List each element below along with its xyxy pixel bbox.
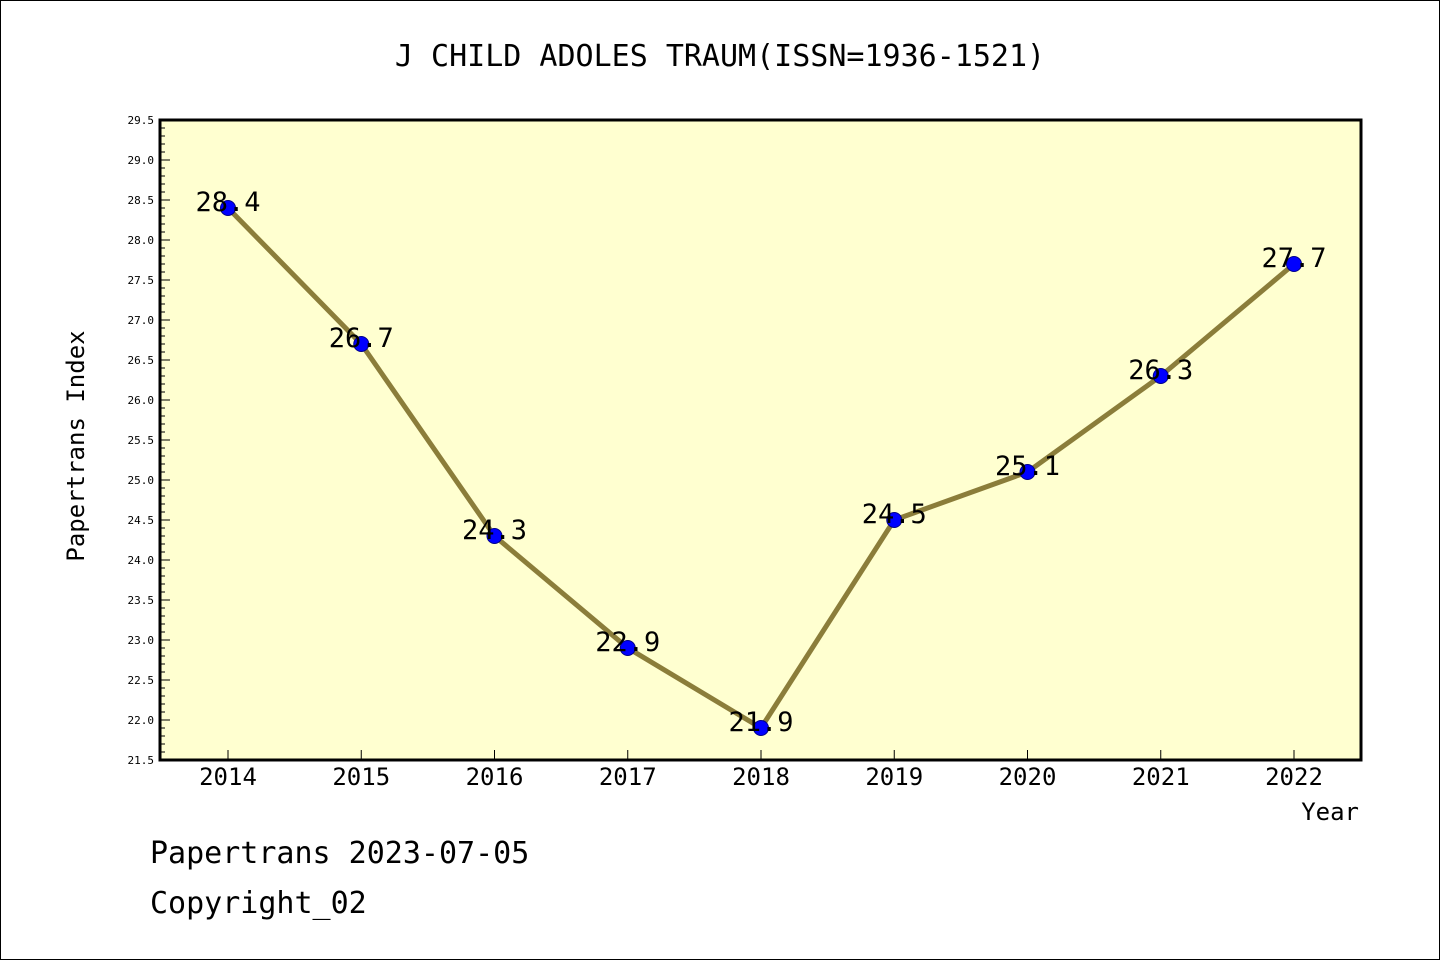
- y-tick-label: 23.0: [128, 634, 155, 647]
- data-label: 28.4: [195, 187, 260, 218]
- y-tick-label: 28.0: [128, 234, 155, 247]
- data-point: [1286, 256, 1302, 272]
- data-point: [619, 640, 636, 656]
- x-tick-label: 2018: [732, 763, 790, 791]
- y-tick-label: 24.0: [128, 554, 155, 567]
- y-tick-label: 25.5: [128, 434, 155, 447]
- x-tick-label: 2014: [199, 763, 257, 791]
- footer-date: Papertrans 2023-07-05: [150, 836, 530, 871]
- y-tick-label: 24.5: [128, 514, 155, 527]
- data-point: [220, 200, 236, 216]
- footer-copyright: Copyright_02: [150, 886, 367, 921]
- y-tick-label: 25.0: [128, 474, 155, 487]
- x-tick-label: 2015: [332, 763, 390, 791]
- x-tick-label: 2017: [599, 763, 657, 791]
- y-tick-label: 27.0: [128, 314, 155, 327]
- y-tick-label: 26.5: [128, 354, 155, 367]
- y-tick-label: 21.5: [128, 754, 155, 767]
- chart-title: J CHILD ADOLES TRAUM(ISSN=1936-1521): [395, 39, 1045, 74]
- data-label: 22.9: [595, 627, 660, 658]
- y-tick-label: 29.5: [128, 114, 155, 127]
- x-tick-label: 2020: [999, 763, 1057, 791]
- data-label-group: 28.4 26.7 24.3 22.9 21.9 24.5 25.1 26.3 27.7: [195, 187, 1326, 738]
- plot-area: [158, 118, 1363, 762]
- x-tick-label: 2016: [466, 763, 524, 791]
- y-axis-ticks: 21.5 22.0 22.5 23.0 23.5 24.0 24.5 25.0 25.5 26.0…: [128, 114, 170, 767]
- x-tick-label: 2022: [1265, 763, 1323, 791]
- series-line-group: [220, 200, 1302, 736]
- x-axis-ticks: 2014 2015 2016 2017 2018 2019 2020 2021 2022: [199, 750, 1323, 791]
- data-label: 26.3: [1128, 355, 1193, 386]
- y-tick-label: 22.5: [128, 674, 155, 687]
- data-point: [353, 336, 370, 352]
- data-label: 24.5: [862, 499, 927, 530]
- x-tick-label: 2019: [865, 763, 923, 791]
- data-label: 21.9: [728, 707, 793, 738]
- data-label: 26.7: [329, 323, 394, 354]
- data-point: [1152, 368, 1169, 384]
- y-tick-label: 28.5: [128, 194, 155, 207]
- y-tick-label: 27.5: [128, 274, 155, 287]
- x-tick-label: 2021: [1132, 763, 1190, 791]
- y-tick-label: 29.0: [128, 154, 155, 167]
- y-tick-label: 23.5: [128, 594, 155, 607]
- data-point: [486, 528, 503, 544]
- x-axis-label: Year: [1301, 798, 1359, 826]
- y-axis-label: Papertrans Index: [62, 330, 90, 561]
- data-point: [886, 512, 903, 528]
- data-label: 24.3: [462, 515, 527, 546]
- data-label: 25.1: [995, 451, 1060, 482]
- data-point: [1019, 464, 1036, 480]
- data-point: [753, 720, 769, 736]
- data-label: 27.7: [1261, 243, 1326, 274]
- y-tick-label: 22.0: [128, 714, 155, 727]
- y-tick-label: 26.0: [128, 394, 155, 407]
